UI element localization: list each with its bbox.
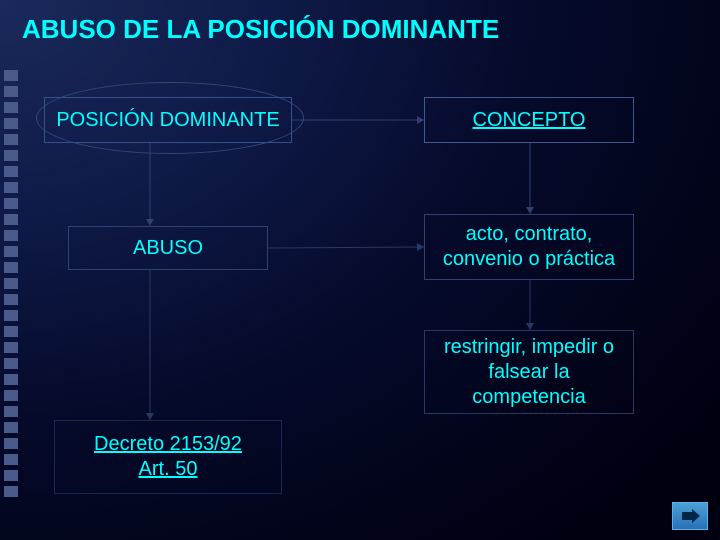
node-abuso: ABUSO xyxy=(68,226,268,270)
node-restringir: restringir, impedir o falsear la compete… xyxy=(424,330,634,414)
sidebar-bullet xyxy=(4,454,18,465)
slide-title: ABUSO DE LA POSICIÓN DOMINANTE xyxy=(22,14,499,45)
sidebar-bullet xyxy=(4,262,18,273)
node-concepto: CONCEPTO xyxy=(424,97,634,143)
sidebar-bullet xyxy=(4,358,18,369)
node-label: acto, contrato, convenio o práctica xyxy=(433,222,625,272)
sidebar-bullet xyxy=(4,230,18,241)
sidebar-bullet xyxy=(4,246,18,257)
sidebar-bullet xyxy=(4,406,18,417)
node-label: Decreto 2153/92Art. 50 xyxy=(94,432,242,482)
sidebar-bullet xyxy=(4,214,18,225)
node-label: POSICIÓN DOMINANTE xyxy=(56,108,279,133)
node-label: CONCEPTO xyxy=(473,108,586,133)
node-decreto: Decreto 2153/92Art. 50 xyxy=(54,420,282,494)
sidebar-bullet xyxy=(4,70,18,81)
arrow-right-icon xyxy=(680,509,700,523)
sidebar-bullets xyxy=(0,70,28,497)
connector xyxy=(144,264,156,426)
node-posicion: POSICIÓN DOMINANTE xyxy=(44,97,292,143)
sidebar-bullet xyxy=(4,390,18,401)
sidebar-bullet xyxy=(4,166,18,177)
sidebar-bullet xyxy=(4,86,18,97)
sidebar-bullet xyxy=(4,294,18,305)
next-slide-button[interactable] xyxy=(672,502,708,530)
sidebar-bullet xyxy=(4,342,18,353)
sidebar-bullet xyxy=(4,374,18,385)
connector xyxy=(286,114,430,126)
connector xyxy=(524,274,536,336)
sidebar-bullet xyxy=(4,438,18,449)
sidebar-bullet xyxy=(4,134,18,145)
sidebar-bullet xyxy=(4,310,18,321)
node-label: restringir, impedir o falsear la compete… xyxy=(433,335,625,410)
sidebar-bullet xyxy=(4,278,18,289)
sidebar-bullet xyxy=(4,102,18,113)
node-acto: acto, contrato, convenio o práctica xyxy=(424,214,634,280)
sidebar-bullet xyxy=(4,422,18,433)
node-label: ABUSO xyxy=(133,236,203,261)
sidebar-bullet xyxy=(4,150,18,161)
sidebar-bullet xyxy=(4,182,18,193)
sidebar-bullet xyxy=(4,118,18,129)
connector xyxy=(524,137,536,220)
sidebar-bullet xyxy=(4,198,18,209)
sidebar-bullet xyxy=(4,486,18,497)
connector xyxy=(262,241,430,254)
sidebar-bullet xyxy=(4,326,18,337)
sidebar-bullet xyxy=(4,470,18,481)
